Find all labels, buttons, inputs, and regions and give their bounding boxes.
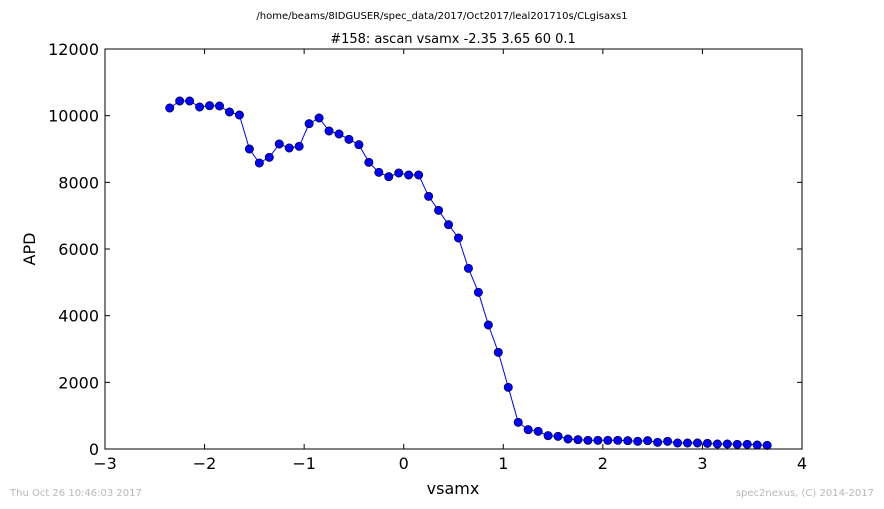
data-point: [334, 129, 344, 139]
data-point: [722, 439, 732, 449]
data-point: [553, 431, 563, 441]
y-tick-label: 6000: [58, 240, 99, 259]
data-point: [234, 110, 244, 120]
data-point: [224, 107, 234, 117]
y-tick-label: 8000: [58, 173, 99, 192]
data-point: [205, 101, 215, 111]
data-point: [264, 152, 274, 162]
data-point: [563, 434, 573, 444]
data-point: [244, 144, 254, 154]
data-point: [414, 170, 424, 180]
data-point: [463, 263, 473, 273]
data-point: [702, 438, 712, 448]
data-point: [364, 157, 374, 167]
data-point: [294, 141, 304, 151]
data-point: [742, 439, 752, 449]
data-point: [384, 172, 394, 182]
data-point: [394, 168, 404, 178]
data-point: [712, 439, 722, 449]
data-point: [732, 439, 742, 449]
y-tick-label: 2000: [58, 373, 99, 392]
data-point: [643, 436, 653, 446]
data-point: [593, 435, 603, 445]
data-point: [404, 170, 414, 180]
data-point: [453, 233, 463, 243]
footer-credit: spec2nexus, (C) 2014-2017: [735, 488, 874, 499]
data-point: [573, 435, 583, 445]
data-point: [434, 205, 444, 215]
x-tick-label: −1: [292, 454, 316, 473]
data-point: [653, 437, 663, 447]
footer-timestamp: Thu Oct 26 10:46:03 2017: [10, 488, 142, 499]
data-point: [304, 119, 314, 129]
data-point: [175, 96, 185, 106]
data-point: [424, 191, 434, 201]
y-tick-label: 10000: [48, 107, 99, 126]
x-tick-label: 1: [498, 454, 508, 473]
data-point: [752, 440, 762, 450]
figure-suptitle: /home/beams/8IDGUSER/spec_data/2017/Oct2…: [256, 11, 627, 22]
y-tick-label: 4000: [58, 307, 99, 326]
data-point: [692, 438, 702, 448]
data-point: [513, 417, 523, 427]
data-point: [314, 113, 324, 123]
y-tick-label: 12000: [48, 40, 99, 59]
chart-title: #158: ascan vsamx -2.35 3.65 60 0.1: [330, 32, 576, 47]
data-point: [673, 438, 683, 448]
data-point: [613, 435, 623, 445]
data-point: [633, 436, 643, 446]
x-tick-label: 0: [399, 454, 409, 473]
x-tick-label: 4: [797, 454, 807, 473]
data-point: [533, 426, 543, 436]
data-point: [583, 435, 593, 445]
data-point: [344, 134, 354, 144]
x-tick-label: 3: [697, 454, 707, 473]
data-point: [663, 436, 673, 446]
data-point: [284, 143, 294, 153]
data-point: [324, 126, 334, 136]
data-point: [444, 220, 454, 230]
x-axis-label: vsamx: [427, 479, 480, 498]
data-point: [254, 158, 264, 168]
data-point: [473, 287, 483, 297]
data-point: [215, 101, 225, 111]
data-point: [483, 320, 493, 330]
data-point: [165, 103, 175, 113]
data-point: [603, 435, 613, 445]
y-tick-label: 0: [89, 440, 99, 459]
x-tick-label: −3: [93, 454, 117, 473]
data-point: [195, 102, 205, 112]
y-axis-label: APD: [20, 233, 39, 266]
x-tick-label: 2: [598, 454, 608, 473]
data-point: [503, 382, 513, 392]
data-point: [523, 425, 533, 435]
data-point: [374, 167, 384, 177]
series-line: [169, 100, 768, 446]
x-tick-label: −2: [193, 454, 217, 473]
data-point: [274, 139, 284, 149]
data-point: [682, 438, 692, 448]
data-point: [354, 140, 364, 150]
data-point: [185, 96, 195, 106]
data-layer: [165, 96, 772, 450]
data-point: [493, 347, 503, 357]
data-point: [762, 440, 772, 450]
axis-ticks: −3 −2 −1 0 1 2 3 4 0 2000 4000 6000 8000 10000 12000: [48, 40, 807, 473]
data-point: [623, 436, 633, 446]
data-point: [543, 431, 553, 441]
